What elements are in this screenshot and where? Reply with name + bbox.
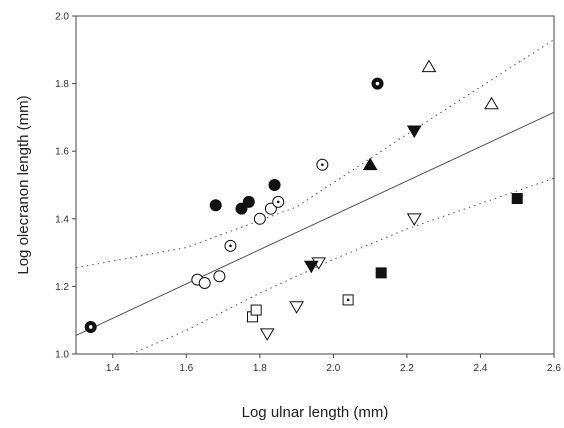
lower-confidence-band [130,177,555,355]
data-point-open-square-dot [342,294,354,306]
data-point-filled-circle [242,195,255,208]
y-tick-label: 1.0 [55,350,69,361]
data-point-filled-square [511,193,523,205]
x-tick-label: 2.0 [326,363,340,374]
x-tick-label: 1.8 [253,363,267,374]
data-point-open-triangle-down [259,328,275,341]
data-point-open-circle [198,277,211,290]
data-point-filled-triangle-down [303,260,319,274]
x-axis-title: Log ulnar length (mm) [242,404,389,421]
x-tick-label: 2.2 [400,363,414,374]
data-point-open-circle [264,202,277,215]
data-point-open-triangle-down [289,301,304,314]
x-tick-label: 1.4 [106,363,120,374]
upper-confidence-band [75,39,555,269]
data-point-open-circle-dot [224,239,237,252]
data-point-open-circle-dot [316,158,329,171]
data-point-filled-square [375,267,387,279]
data-point-open-circle [213,270,226,283]
x-tick-label: 1.6 [179,363,193,374]
regression-lines [75,39,555,355]
y-tick-label: 1.4 [55,214,69,225]
x-tick-label: 2.4 [474,363,488,374]
data-point-filled-circle [268,179,281,191]
data-point-open-square [250,304,262,316]
y-tick-label: 2.0 [55,12,69,23]
x-tick-label: 2.6 [547,363,561,374]
data-points [84,59,523,341]
data-point-filled-circle-dot [371,77,384,90]
regression-line [75,111,555,336]
y-axis-title: Log olecranon length (mm) [15,95,32,274]
y-tick-label: 1.6 [55,147,69,158]
data-point-filled-circle [235,202,248,215]
data-point-filled-circle [209,199,222,212]
plot-frame [75,15,555,355]
data-point-filled-triangle-down [406,125,422,139]
data-point-filled-triangle-up [362,157,378,171]
axis-ticks: 1.4 1.6 1.8 2.0 2.2 2.4 2.6 1.0 1.2 1.4 1.6 1.8 2.0 [55,12,561,375]
data-point-filled-circle-dot [84,320,97,333]
y-tick-label: 1.8 [55,79,69,90]
y-tick-label: 1.2 [55,282,69,293]
data-point-open-circle [253,212,266,225]
data-point-open-triangle-up [421,59,437,73]
data-point-open-triangle-down [406,213,422,226]
data-point-open-circle-dot [272,195,285,208]
data-point-open-triangle-up [484,96,499,110]
